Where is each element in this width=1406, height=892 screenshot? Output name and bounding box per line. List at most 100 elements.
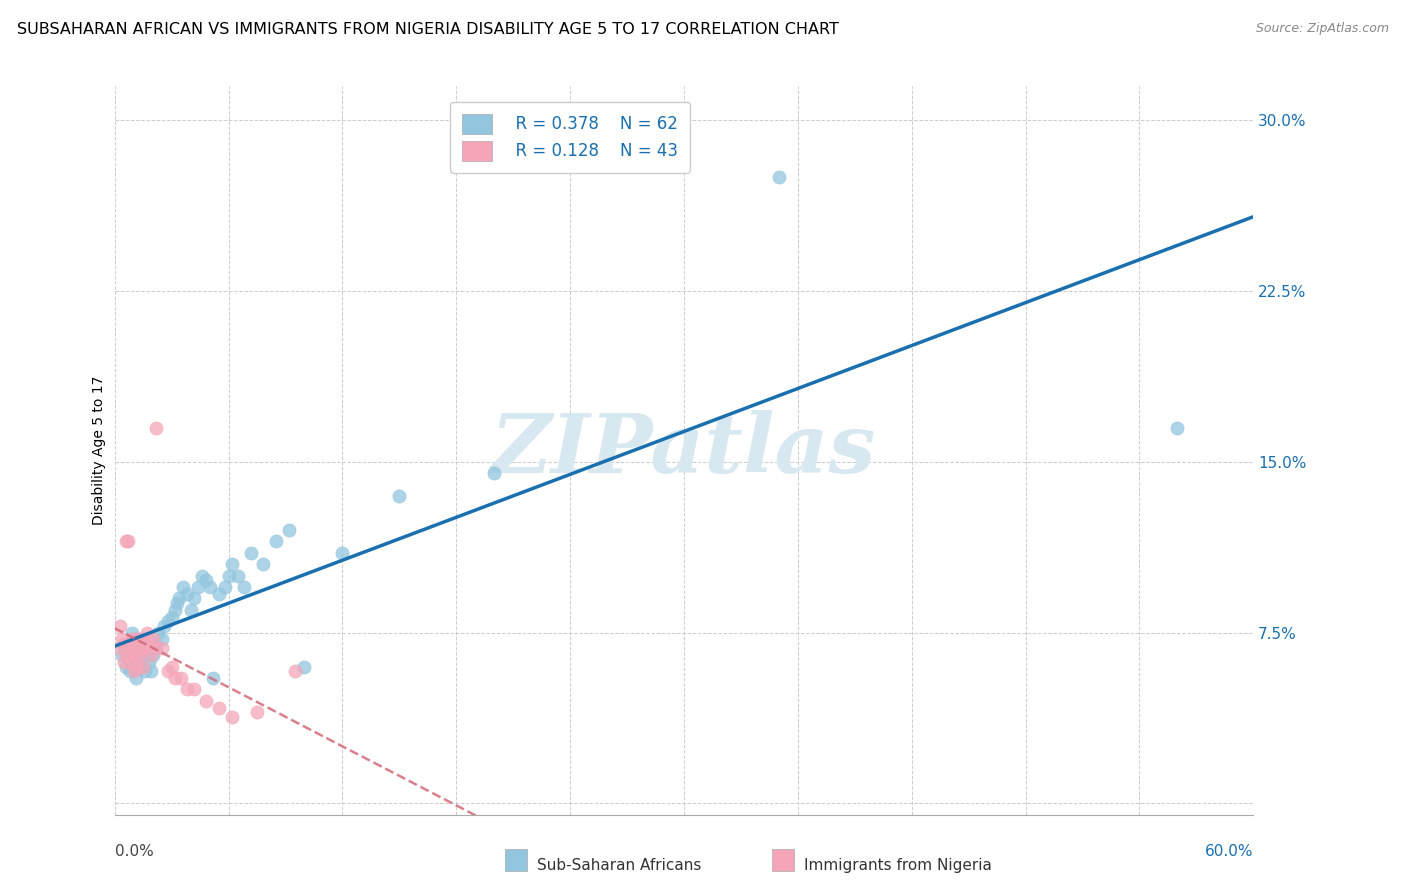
- Legend:   R = 0.378    N = 62,   R = 0.128    N = 43: R = 0.378 N = 62, R = 0.128 N = 43: [450, 102, 690, 173]
- Point: [252, 558, 274, 572]
- Point: [117, 534, 139, 549]
- Point: [124, 632, 146, 647]
- Point: [191, 568, 214, 582]
- Point: [121, 625, 143, 640]
- Point: [121, 648, 143, 663]
- Point: [194, 694, 217, 708]
- Point: [294, 659, 316, 673]
- Point: [183, 682, 205, 697]
- Point: [278, 523, 301, 537]
- Point: [482, 467, 505, 481]
- Point: [115, 659, 138, 673]
- Point: [138, 637, 160, 651]
- Text: 60.0%: 60.0%: [1205, 845, 1253, 859]
- Point: [111, 648, 134, 663]
- Point: [139, 664, 162, 678]
- Point: [132, 648, 155, 663]
- Point: [112, 641, 135, 656]
- Point: [240, 546, 263, 560]
- Point: [132, 659, 155, 673]
- Point: [121, 632, 143, 647]
- Point: [112, 637, 135, 651]
- Point: [128, 648, 150, 663]
- Bar: [505, 849, 527, 871]
- Point: [128, 637, 150, 651]
- Point: [166, 596, 188, 610]
- Point: [218, 568, 240, 582]
- Point: [221, 558, 243, 572]
- Point: [198, 580, 221, 594]
- Point: [132, 632, 155, 647]
- Point: [124, 632, 146, 647]
- Text: ZIPatlas: ZIPatlas: [491, 410, 877, 491]
- Point: [111, 632, 134, 647]
- Point: [156, 664, 179, 678]
- Point: [117, 641, 139, 656]
- Point: [180, 603, 202, 617]
- Point: [187, 580, 209, 594]
- Point: [202, 671, 225, 685]
- Point: [134, 641, 156, 656]
- Point: [170, 671, 193, 685]
- Text: Immigrants from Nigeria: Immigrants from Nigeria: [804, 858, 993, 872]
- Bar: [772, 849, 794, 871]
- Point: [121, 648, 143, 663]
- Point: [122, 641, 145, 656]
- Point: [124, 671, 146, 685]
- Point: [176, 587, 198, 601]
- Point: [132, 632, 155, 647]
- Point: [128, 632, 150, 647]
- Point: [156, 614, 179, 628]
- Point: [110, 618, 132, 632]
- Point: [142, 648, 165, 663]
- Point: [232, 580, 254, 594]
- Point: [165, 671, 187, 685]
- Point: [768, 170, 790, 185]
- Point: [118, 664, 141, 678]
- Point: [332, 546, 354, 560]
- Point: [1166, 420, 1188, 434]
- Point: [143, 641, 166, 656]
- Point: [150, 641, 173, 656]
- Point: [118, 637, 141, 651]
- Text: 0.0%: 0.0%: [115, 845, 153, 859]
- Point: [160, 659, 183, 673]
- Point: [226, 568, 249, 582]
- Point: [122, 664, 145, 678]
- Point: [145, 420, 167, 434]
- Point: [118, 655, 141, 669]
- Point: [264, 534, 287, 549]
- Point: [112, 655, 135, 669]
- Point: [165, 603, 187, 617]
- Point: [115, 648, 138, 663]
- Point: [208, 587, 231, 601]
- Point: [150, 632, 173, 647]
- Point: [145, 641, 167, 656]
- Point: [142, 632, 165, 647]
- Point: [172, 580, 194, 594]
- Point: [208, 700, 231, 714]
- Point: [388, 489, 411, 503]
- Point: [176, 682, 198, 697]
- Text: Source: ZipAtlas.com: Source: ZipAtlas.com: [1256, 22, 1389, 36]
- Text: SUBSAHARAN AFRICAN VS IMMIGRANTS FROM NIGERIA DISABILITY AGE 5 TO 17 CORRELATION: SUBSAHARAN AFRICAN VS IMMIGRANTS FROM NI…: [17, 22, 839, 37]
- Point: [118, 637, 141, 651]
- Point: [134, 641, 156, 656]
- Point: [122, 641, 145, 656]
- Point: [214, 580, 236, 594]
- Point: [135, 625, 157, 640]
- Point: [135, 648, 157, 663]
- Point: [128, 648, 150, 663]
- Point: [139, 648, 162, 663]
- Point: [124, 648, 146, 663]
- Point: [221, 709, 243, 723]
- Point: [115, 534, 138, 549]
- Point: [110, 641, 132, 656]
- Point: [129, 659, 152, 673]
- Point: [246, 705, 269, 719]
- Point: [153, 618, 176, 632]
- Point: [138, 637, 160, 651]
- Point: [183, 591, 205, 606]
- Point: [129, 641, 152, 656]
- Point: [129, 641, 152, 656]
